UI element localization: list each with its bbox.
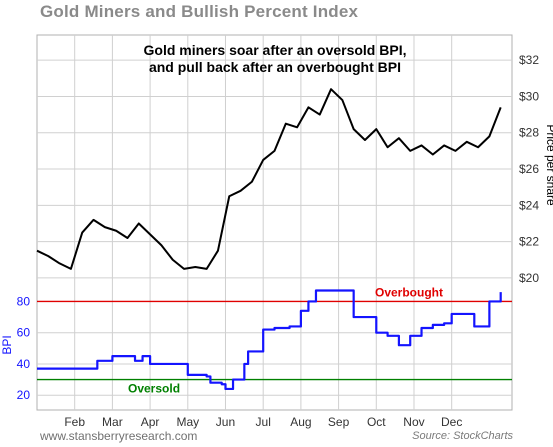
bpi-tick-label: 80 (17, 294, 31, 308)
price-tick-label: $32 (519, 53, 539, 67)
x-tick-label: May (176, 415, 199, 429)
grid-layer (37, 35, 512, 410)
bpi-tick-label: 60 (17, 326, 31, 340)
price-tick-label: $20 (519, 271, 539, 285)
title-bar: Gold Miners and Bullish Percent Index (0, 0, 553, 25)
reference-lines: Overbought Oversold (37, 285, 512, 396)
axis-layer: Feb Mar Apr May Jun Jul Aug Sep Oct Nov Dec $20 $22 $… (0, 53, 553, 429)
annotation-line-1: Gold miners soar after an oversold BPI, (144, 42, 407, 58)
x-tick-label: Mar (102, 415, 123, 429)
bpi-tick-label: 20 (17, 388, 31, 402)
x-tick-label: Oct (367, 415, 386, 429)
x-tick-label: Sep (328, 415, 350, 429)
price-tick-label: $30 (519, 89, 539, 103)
x-tick-label: Apr (141, 415, 160, 429)
x-tick-label: Jul (256, 415, 271, 429)
bpi-line (37, 289, 502, 391)
footer-source: Source: StockCharts (412, 430, 513, 442)
price-line (36, 88, 502, 270)
x-tick-label: Aug (290, 415, 311, 429)
annotation-line-2: and pull back after an overbought BPI (149, 59, 401, 75)
footer-website: www.stansberryresearch.com (40, 429, 198, 443)
overbought-label: Overbought (375, 285, 443, 299)
x-tick-label: Jun (216, 415, 235, 429)
series-layer (36, 88, 502, 391)
price-tick-label: $28 (519, 126, 539, 140)
price-tick-label: $22 (519, 235, 539, 249)
price-tick-label: $26 (519, 162, 539, 176)
price-tick-label: $24 (519, 198, 539, 212)
chart-title: Gold Miners and Bullish Percent Index (40, 2, 359, 21)
plot-area (36, 34, 513, 411)
x-tick-label: Feb (64, 415, 85, 429)
x-tick-label: Dec (441, 415, 462, 429)
bpi-tick-label: 40 (17, 357, 31, 371)
price-axis-label: Price per share (544, 124, 553, 206)
x-tick-label: Nov (403, 415, 424, 429)
bpi-axis-label: BPI (0, 335, 14, 354)
oversold-label: Oversold (128, 382, 180, 396)
